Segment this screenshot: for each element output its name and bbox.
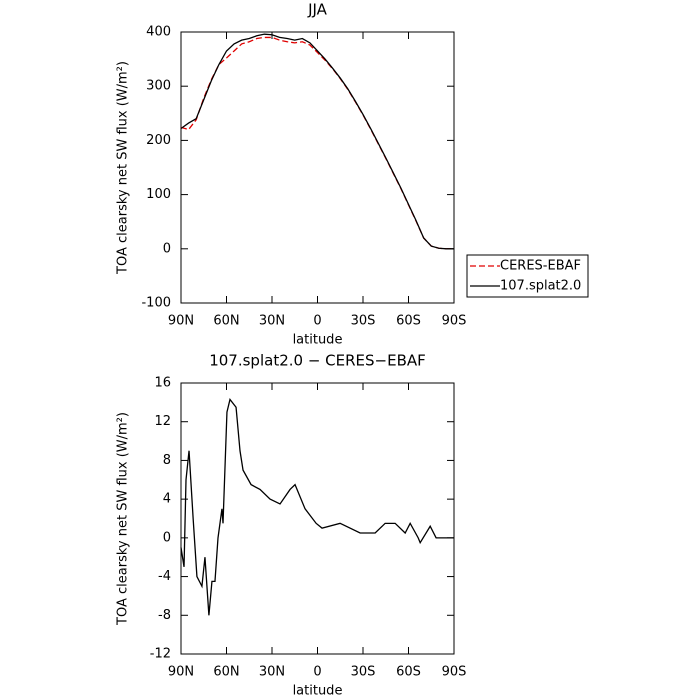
y-tick-label: 0 — [163, 241, 171, 256]
y-tick-label: 8 — [163, 453, 171, 468]
x-tick-label: 60S — [396, 665, 421, 680]
y-axis-label: TOA clearsky net SW flux (W/m²) — [116, 61, 131, 275]
y-tick-label: 0 — [163, 530, 171, 545]
chart-title: JJA — [307, 1, 328, 19]
x-tick-label: 30S — [351, 665, 376, 680]
legend-box — [466, 254, 589, 298]
y-axis-label: TOA clearsky net SW flux (W/m²) — [116, 412, 131, 626]
x-tick-label: 60S — [396, 314, 421, 329]
x-tick-label: 30N — [259, 314, 285, 329]
y-tick-label: -8 — [158, 608, 171, 623]
y-tick-label: 4 — [163, 492, 171, 507]
data-line — [180, 397, 454, 616]
x-axis-label: latitude — [293, 333, 343, 348]
y-tick-label: -100 — [141, 296, 171, 311]
data-line — [180, 33, 454, 250]
plot-frame — [180, 31, 455, 304]
y-tick-label: 200 — [146, 133, 171, 148]
x-tick-label: 0 — [313, 314, 321, 329]
legend-label: CERES-EBAF — [500, 259, 581, 274]
x-tick-label: 60N — [213, 314, 239, 329]
data-line — [180, 36, 454, 250]
plot-frame — [180, 382, 455, 655]
x-tick-label: 90S — [442, 665, 467, 680]
x-tick-label: 90S — [442, 314, 467, 329]
y-tick-label: 300 — [146, 79, 171, 94]
x-tick-label: 30N — [259, 665, 285, 680]
x-tick-label: 0 — [313, 665, 321, 680]
legend-label: 107.splat2.0 — [500, 279, 581, 294]
x-axis-label: latitude — [293, 684, 343, 699]
y-tick-label: 12 — [154, 414, 171, 429]
x-tick-label: 30S — [351, 314, 376, 329]
y-tick-label: 400 — [146, 25, 171, 40]
y-tick-label: 16 — [154, 376, 171, 391]
y-tick-label: -12 — [150, 647, 171, 662]
y-tick-label: 100 — [146, 187, 171, 202]
x-tick-label: 90N — [168, 314, 194, 329]
y-tick-label: -4 — [158, 569, 171, 584]
x-tick-label: 90N — [168, 665, 194, 680]
chart-title: 107.splat2.0 − CERES−EBAF — [209, 352, 426, 370]
x-tick-label: 60N — [213, 665, 239, 680]
